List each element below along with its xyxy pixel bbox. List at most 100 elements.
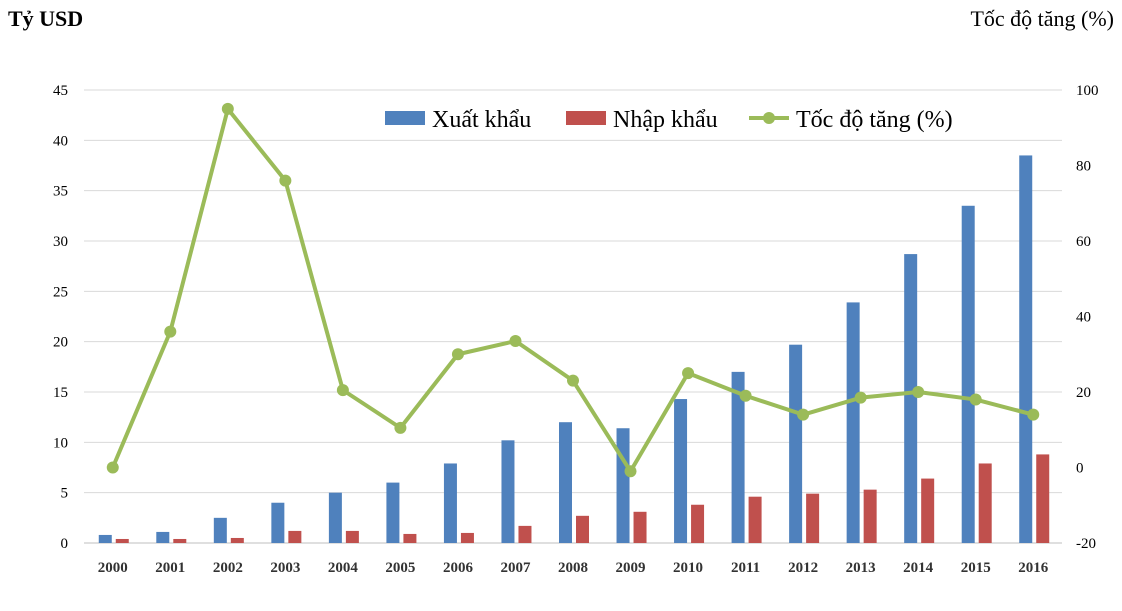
export-bar xyxy=(501,440,515,543)
export-bar xyxy=(731,371,745,543)
left-tick-label: 40 xyxy=(53,133,68,149)
growth-point xyxy=(1027,408,1040,421)
x-tick-label: 2001 xyxy=(155,560,185,576)
growth-point xyxy=(279,174,292,187)
left-tick-label: 15 xyxy=(53,385,68,401)
left-tick-label: 25 xyxy=(53,284,68,300)
x-tick-label: 2005 xyxy=(385,560,415,576)
export-bar xyxy=(328,492,342,543)
growth-line xyxy=(106,102,1040,478)
export-bar xyxy=(98,534,112,543)
export-bar xyxy=(271,502,285,543)
growth-point xyxy=(509,335,522,348)
x-tick-label: 2004 xyxy=(328,560,359,576)
x-tick-label: 2011 xyxy=(731,560,760,576)
legend: Xuất khẩu Nhập khẩu Tốc độ tăng (%) xyxy=(385,107,953,133)
legend-label-growth: Tốc độ tăng (%) xyxy=(796,107,953,133)
left-tick-label: 5 xyxy=(61,486,69,502)
import-bar xyxy=(460,532,474,543)
x-tick-label: 2010 xyxy=(673,560,703,576)
growth-point xyxy=(221,102,234,115)
import-bar xyxy=(288,530,302,543)
x-tick-label: 2003 xyxy=(270,560,300,576)
export-bar xyxy=(616,428,630,543)
growth-point xyxy=(912,386,925,398)
bars xyxy=(98,155,1050,543)
import-bar xyxy=(1036,454,1050,543)
x-tick-label: 2009 xyxy=(616,560,646,576)
legend-marker-growth xyxy=(763,112,775,124)
right-tick-label: 60 xyxy=(1076,234,1091,250)
export-bar xyxy=(674,399,688,543)
import-bar xyxy=(115,538,129,543)
export-bar xyxy=(156,531,170,543)
growth-point xyxy=(336,384,349,397)
import-bar xyxy=(806,493,820,543)
export-bar xyxy=(559,422,572,543)
left-axis-ticks: 0 5 10 15 20 25 30 35 40 45 xyxy=(53,83,68,552)
import-bar xyxy=(173,538,187,543)
growth-point xyxy=(451,348,464,361)
import-bar xyxy=(633,511,647,543)
right-tick-label: 0 xyxy=(1076,461,1084,477)
growth-point xyxy=(739,389,752,402)
legend-swatch-import xyxy=(566,111,606,125)
x-tick-label: 2016 xyxy=(1018,560,1049,576)
growth-point xyxy=(624,465,637,478)
right-axis-title: Tốc độ tăng (%) xyxy=(970,6,1114,31)
import-bar xyxy=(403,533,417,543)
left-tick-label: 30 xyxy=(53,234,68,250)
growth-point xyxy=(682,367,695,380)
export-bar xyxy=(386,482,400,543)
x-tick-label: 2000 xyxy=(98,560,128,576)
x-tick-label: 2008 xyxy=(558,560,588,576)
legend-label-import: Nhập khẩu xyxy=(613,107,718,133)
legend-swatch-export xyxy=(385,111,425,125)
import-bar xyxy=(748,496,762,543)
growth-line-path xyxy=(110,106,1034,474)
export-bar xyxy=(846,302,860,543)
import-bar xyxy=(576,515,589,543)
left-tick-label: 0 xyxy=(61,536,69,552)
legend-label-export: Xuất khẩu xyxy=(432,107,531,133)
right-tick-label: 20 xyxy=(1076,385,1091,401)
import-bar xyxy=(863,489,877,543)
import-bar xyxy=(921,478,935,543)
x-tick-label: 2007 xyxy=(500,560,531,576)
growth-point xyxy=(164,325,177,338)
growth-point xyxy=(567,374,579,387)
growth-point xyxy=(394,421,407,434)
right-tick-label: -20 xyxy=(1076,536,1096,552)
growth-point xyxy=(854,391,867,404)
x-tick-label: 2013 xyxy=(846,560,876,576)
import-bar xyxy=(230,537,244,543)
import-bar xyxy=(978,463,992,543)
import-bar xyxy=(518,525,532,543)
import-bar xyxy=(691,504,705,543)
left-tick-label: 35 xyxy=(53,184,68,200)
export-bar xyxy=(213,517,227,543)
left-axis-title: Tỷ USD xyxy=(8,6,84,31)
right-tick-label: 80 xyxy=(1076,159,1091,175)
export-bar xyxy=(904,254,918,543)
export-bar xyxy=(1019,155,1033,543)
growth-point xyxy=(106,461,119,474)
growth-point xyxy=(969,393,982,406)
x-tick-label: 2002 xyxy=(213,560,243,576)
left-tick-label: 20 xyxy=(53,335,68,351)
x-tick-label: 2012 xyxy=(788,560,818,576)
import-bar xyxy=(345,530,359,543)
right-tick-label: 100 xyxy=(1076,83,1099,99)
export-bar xyxy=(961,205,975,543)
x-tick-label: 2014 xyxy=(903,560,934,576)
right-tick-label: 40 xyxy=(1076,310,1091,326)
x-tick-label: 2006 xyxy=(443,560,474,576)
export-bar xyxy=(443,463,457,543)
left-tick-label: 45 xyxy=(53,83,68,99)
growth-point xyxy=(797,408,810,421)
x-tick-label: 2015 xyxy=(961,560,991,576)
x-axis-labels: 2000 2001 2002 2003 2004 2005 2006 2007 2008 2009… xyxy=(98,560,1049,576)
export-bar xyxy=(789,344,803,543)
left-tick-label: 10 xyxy=(53,435,68,451)
